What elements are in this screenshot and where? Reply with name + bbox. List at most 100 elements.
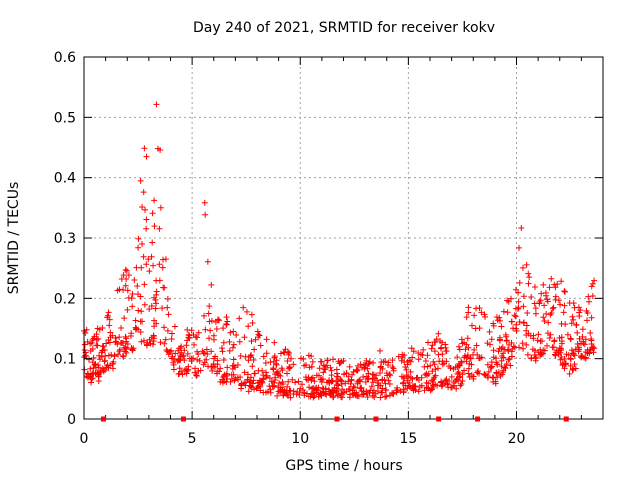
data-gap-marker	[436, 416, 442, 422]
data-point	[260, 376, 267, 383]
data-point	[350, 383, 357, 390]
data-point	[192, 333, 199, 340]
data-point	[106, 322, 113, 329]
data-point	[461, 367, 468, 374]
data-point	[274, 392, 281, 399]
data-points	[81, 101, 598, 401]
data-point	[213, 325, 220, 332]
data-point	[566, 370, 573, 377]
data-point	[179, 371, 186, 378]
data-point	[332, 388, 339, 395]
data-point	[523, 261, 530, 268]
data-point	[196, 357, 203, 364]
data-point	[474, 369, 481, 376]
data-point	[409, 354, 416, 361]
data-point	[207, 327, 214, 334]
data-point	[463, 358, 470, 365]
data-point	[208, 281, 215, 288]
data-point	[226, 338, 233, 345]
data-point	[87, 340, 94, 347]
data-point	[448, 373, 455, 380]
data-point	[547, 331, 554, 338]
data-point	[125, 272, 132, 279]
data-point	[124, 306, 131, 313]
data-gap-marker	[563, 416, 569, 422]
data-point	[306, 384, 313, 391]
data-point	[284, 357, 291, 364]
data-point	[350, 368, 357, 375]
data-point	[162, 256, 169, 263]
data-point	[90, 335, 97, 342]
data-point	[140, 189, 147, 196]
data-point	[357, 378, 364, 385]
data-point	[122, 333, 129, 340]
data-point	[317, 391, 324, 398]
data-point	[148, 253, 155, 260]
data-point	[185, 334, 192, 341]
data-point	[140, 253, 147, 260]
data-point	[231, 377, 238, 384]
data-point	[89, 375, 96, 382]
data-point	[334, 392, 341, 399]
data-point	[450, 379, 457, 386]
data-point	[263, 336, 270, 343]
data-point	[322, 390, 329, 397]
data-point	[406, 357, 413, 364]
data-point	[277, 387, 284, 394]
data-point	[525, 330, 532, 337]
data-point	[389, 357, 396, 364]
data-point	[540, 281, 547, 288]
data-point	[270, 366, 277, 373]
data-point	[513, 321, 520, 328]
data-point	[579, 326, 586, 333]
data-point	[238, 380, 245, 387]
data-point	[519, 340, 526, 347]
data-point	[583, 308, 590, 315]
data-point	[354, 366, 361, 373]
data-point	[478, 309, 485, 316]
data-point	[428, 345, 435, 352]
data-point	[439, 381, 446, 388]
data-point	[220, 325, 227, 332]
data-point	[499, 371, 506, 378]
data-point	[435, 330, 442, 337]
data-point	[342, 380, 349, 387]
data-point	[96, 352, 103, 359]
data-point	[354, 367, 361, 374]
data-point	[371, 375, 378, 382]
data-point	[504, 346, 511, 353]
data-point	[434, 365, 441, 372]
data-point	[324, 357, 331, 364]
data-point	[306, 364, 313, 371]
data-point	[370, 379, 377, 386]
data-point	[490, 320, 497, 327]
data-point	[437, 338, 444, 345]
data-point	[362, 362, 369, 369]
data-point	[377, 363, 384, 370]
data-point	[497, 372, 504, 379]
data-point	[139, 240, 146, 247]
data-point	[577, 340, 584, 347]
data-point	[464, 354, 471, 361]
data-point	[135, 235, 142, 242]
data-point	[531, 347, 538, 354]
data-point	[200, 349, 207, 356]
data-point	[382, 393, 389, 400]
data-point	[152, 305, 159, 312]
data-point	[340, 357, 347, 364]
data-point	[415, 388, 422, 395]
data-point	[310, 394, 317, 401]
data-point	[149, 239, 156, 246]
data-point	[357, 361, 364, 368]
data-point	[515, 304, 522, 311]
data-point	[223, 321, 230, 328]
data-point	[508, 318, 515, 325]
data-point	[463, 341, 470, 348]
data-point	[221, 378, 228, 385]
data-point	[141, 145, 148, 152]
data-point	[442, 380, 449, 387]
data-point	[561, 365, 568, 372]
data-point	[496, 334, 503, 341]
data-point	[542, 289, 549, 296]
data-point	[558, 354, 565, 361]
